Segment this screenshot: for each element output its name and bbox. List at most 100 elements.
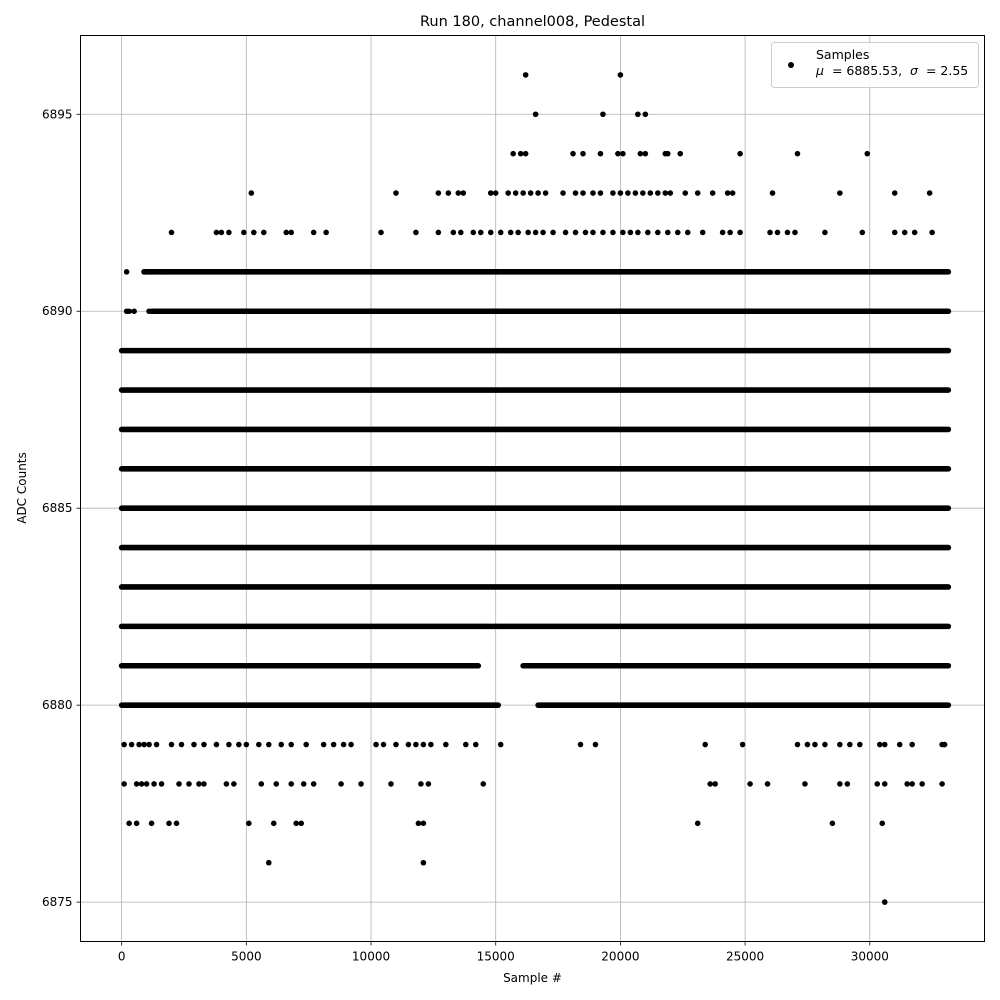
sample-point [635, 111, 641, 118]
sample-point [874, 781, 881, 787]
sample-point [298, 820, 305, 827]
x-tick-label: 10000 [352, 950, 390, 964]
sample-point [141, 269, 147, 275]
sample-point [737, 229, 743, 236]
sample-point [338, 781, 344, 787]
sample-point [859, 229, 866, 236]
sample-point [941, 741, 948, 748]
sample-point [310, 229, 317, 236]
sample-point [615, 150, 621, 157]
sample-point [577, 741, 584, 748]
sample-point [265, 859, 272, 866]
sample-point [719, 229, 726, 236]
sample-point [837, 741, 843, 748]
sample-point [640, 190, 646, 196]
sample-point [600, 229, 606, 236]
sample-point [627, 229, 634, 236]
sample-point [497, 229, 504, 236]
sample-point [146, 741, 152, 748]
sample-point [288, 781, 295, 787]
sample-point [176, 781, 182, 787]
sample-point [712, 781, 718, 787]
sample-point [138, 781, 145, 787]
sample-point [420, 820, 427, 827]
sample-point [747, 781, 753, 787]
sample-point [804, 741, 811, 748]
sample-point [881, 781, 888, 787]
sample-point [278, 741, 285, 748]
sample-point [527, 190, 534, 196]
sample-point [393, 741, 399, 748]
sample-point [784, 229, 791, 236]
sample-point [674, 229, 681, 236]
x-tick-label: 5000 [231, 950, 262, 964]
sample-point [258, 781, 265, 787]
sample-point [226, 229, 232, 236]
sample-point [677, 150, 684, 157]
sample-point [186, 781, 192, 787]
sample-point [213, 229, 220, 236]
sample-point [151, 781, 157, 787]
sample-point [455, 190, 462, 196]
y-tick-label: 6880 [42, 698, 73, 712]
sample-point [141, 741, 147, 748]
sample-point [610, 190, 616, 196]
sample-point [702, 741, 708, 748]
sample-point [487, 190, 494, 196]
sample-point [560, 190, 566, 196]
sample-point [380, 741, 387, 748]
sample-point [580, 150, 586, 157]
sample-point [590, 229, 596, 236]
sample-point [896, 741, 903, 748]
sample-point [769, 190, 776, 196]
sample-point [510, 150, 516, 157]
sample-point [161, 269, 167, 275]
legend-sigma-value: = 2.55 [926, 63, 968, 78]
sample-point [590, 190, 596, 196]
sample-point [520, 190, 526, 196]
sample-point [300, 781, 307, 787]
sample-point [213, 741, 220, 748]
sample-point [123, 269, 130, 275]
x-tick-label: 0 [118, 950, 126, 964]
legend-sigma-symbol: σ [910, 63, 919, 78]
sample-point [572, 229, 579, 236]
sample-point [201, 781, 207, 787]
sample-point [617, 72, 624, 78]
sample-point [243, 741, 250, 748]
y-tick-label: 6875 [42, 895, 73, 909]
sample-point [582, 229, 589, 236]
x-tick-label: 25000 [726, 950, 764, 964]
sample-point [445, 190, 452, 196]
sample-point [724, 190, 731, 196]
sample-point [891, 190, 898, 196]
sample-point [684, 229, 691, 236]
sample-point [320, 741, 327, 748]
sample-point [625, 190, 631, 196]
sample-point [879, 820, 886, 827]
sample-point [133, 781, 140, 787]
sample-point [173, 820, 180, 827]
y-axis-ticks: 6875 6880 6885 6890 6895 [42, 107, 81, 909]
sample-point [166, 820, 172, 827]
sample-point [580, 190, 586, 196]
x-tick-label: 15000 [477, 950, 515, 964]
sample-point [600, 111, 606, 118]
sample-point [911, 229, 918, 236]
sample-point [647, 190, 654, 196]
sample-point [323, 229, 329, 236]
legend-stats: μ = 6885.53, σ = 2.55 [815, 63, 968, 78]
sample-point [709, 190, 716, 196]
sample-point [143, 781, 150, 787]
data-points [118, 72, 952, 905]
sample-point [126, 820, 132, 827]
sample-point [812, 741, 818, 748]
sample-point [303, 741, 309, 748]
sample-point [477, 229, 484, 236]
sample-point [617, 190, 624, 196]
sample-point [178, 741, 185, 748]
sample-point [133, 820, 140, 827]
sample-point [694, 190, 701, 196]
sample-point [310, 781, 317, 787]
